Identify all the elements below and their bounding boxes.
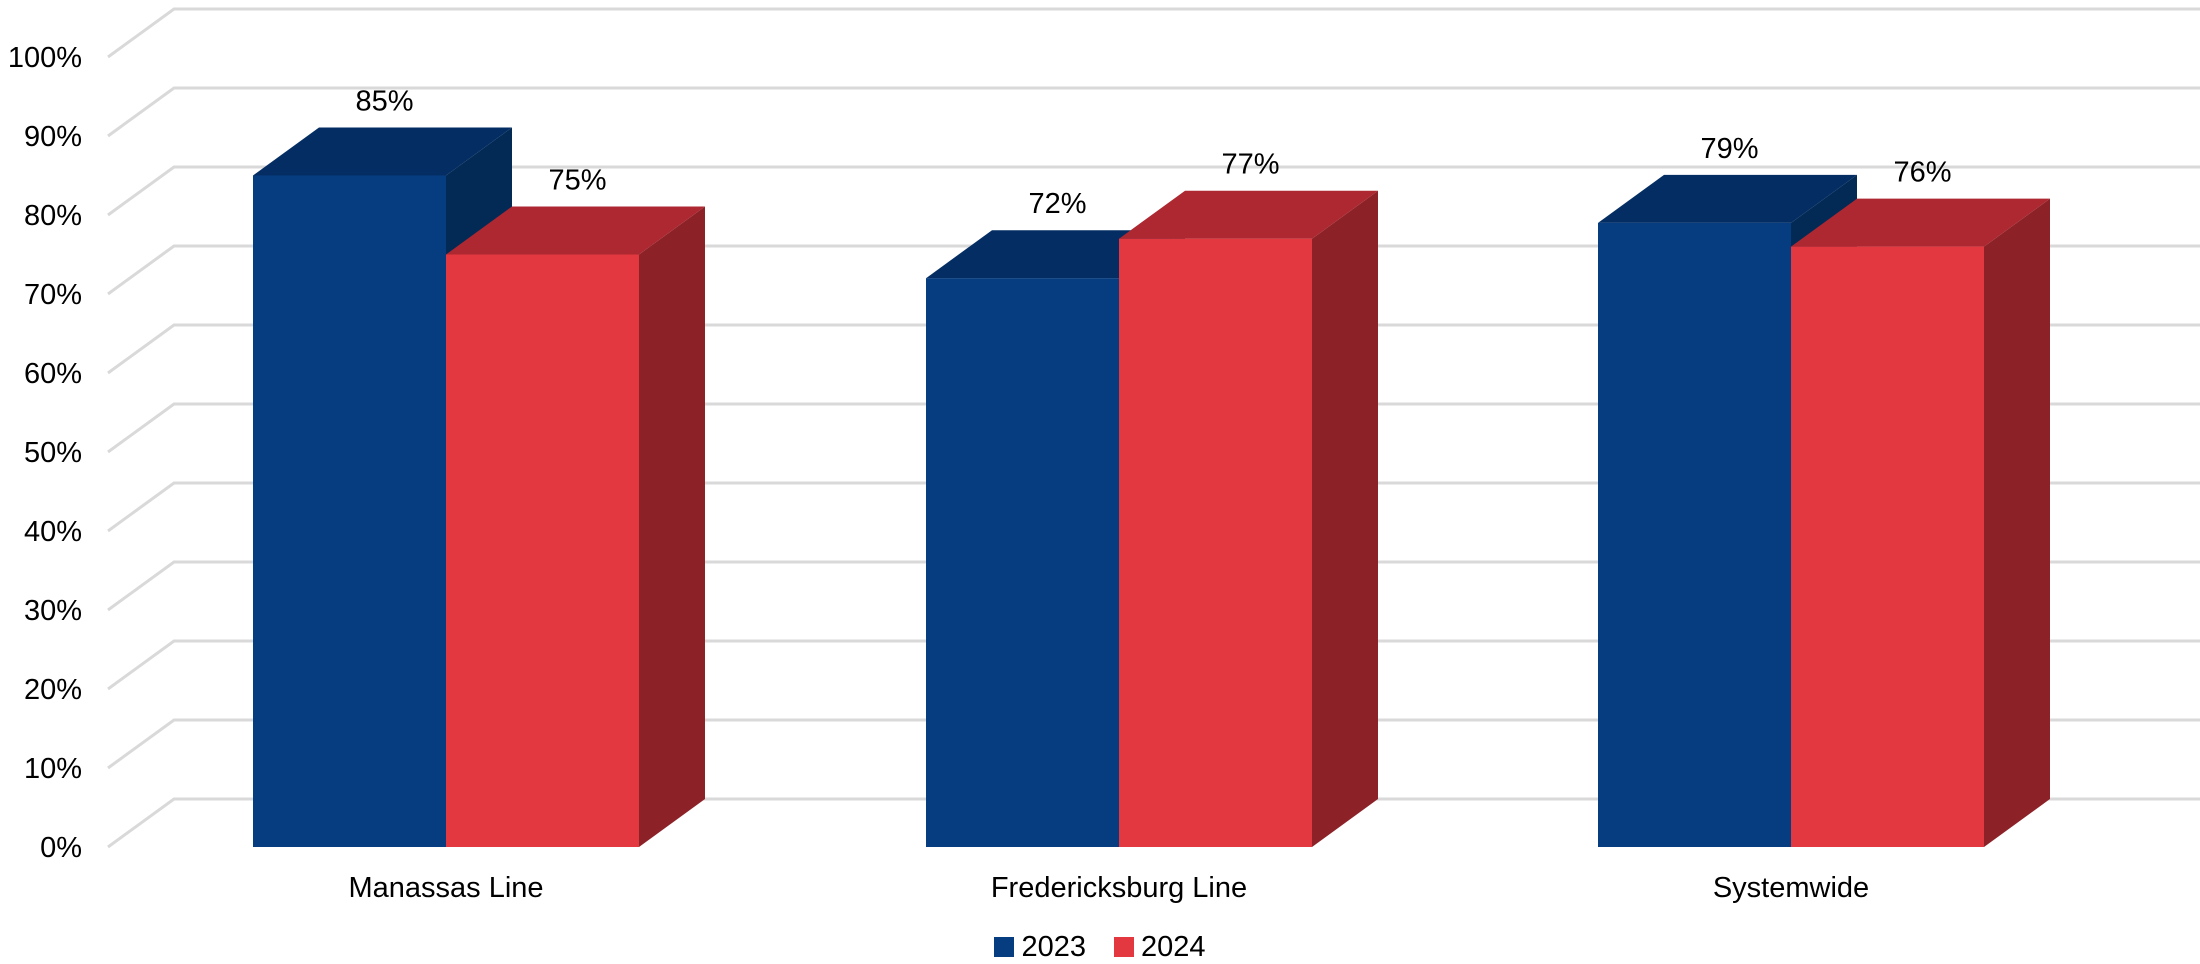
gridline xyxy=(107,718,2200,770)
data-label: 72% xyxy=(1028,188,1086,220)
y-tick-label: 60% xyxy=(24,358,82,390)
bar-top-2024 xyxy=(1119,190,1378,239)
category-label: Systemwide xyxy=(1713,872,1869,904)
y-tick-label: 40% xyxy=(24,516,82,548)
bar-chart: 0% 10% 20% 30% 40% 50% 60% 70% 80% 90% 100% 85% 75% M… xyxy=(8,7,2200,904)
y-tick-label: 20% xyxy=(24,674,82,706)
legend-swatch xyxy=(1114,937,1134,957)
bar-2023 xyxy=(926,278,1119,847)
y-tick-label: 30% xyxy=(24,595,82,627)
gridline xyxy=(107,165,2200,217)
gridline xyxy=(107,639,2200,691)
legend-label: 2024 xyxy=(1141,930,1206,963)
legend: 2023 2024 xyxy=(0,930,2200,964)
bar-side-2024 xyxy=(1984,198,2050,848)
bar-2024 xyxy=(1791,246,1984,848)
bar-side-2024 xyxy=(639,206,705,847)
y-tick-label: 90% xyxy=(24,121,82,153)
data-label: 79% xyxy=(1700,133,1758,165)
legend-label: 2023 xyxy=(1021,930,1086,963)
gridline xyxy=(107,7,2200,59)
data-label: 76% xyxy=(1893,157,1951,189)
y-tick-label: 70% xyxy=(24,279,82,311)
y-tick-label: 50% xyxy=(24,437,82,469)
gridline xyxy=(107,402,2200,454)
bar-top-2024 xyxy=(1791,198,2050,247)
bar-top-2023 xyxy=(1598,174,1857,223)
data-label: 77% xyxy=(1221,149,1279,181)
bar-top-2024 xyxy=(446,206,705,255)
bar-side-2024 xyxy=(1312,190,1378,847)
gridline xyxy=(107,86,2200,138)
y-tick-label: 80% xyxy=(24,200,82,232)
legend-swatch xyxy=(994,937,1015,957)
legend-item: 2023 xyxy=(994,931,1086,964)
gridline xyxy=(107,323,2200,375)
gridline xyxy=(107,481,2200,533)
y-tick-label: 0% xyxy=(40,832,82,864)
data-label: 85% xyxy=(355,86,413,118)
bar-2023 xyxy=(1598,222,1791,847)
data-label: 75% xyxy=(548,165,606,197)
bar-top-2023 xyxy=(253,127,512,176)
y-tick-label: 100% xyxy=(8,42,82,74)
bar-2024 xyxy=(446,254,639,847)
bar-2023 xyxy=(253,175,446,847)
legend-item: 2024 xyxy=(1114,931,1206,964)
y-tick-label: 10% xyxy=(24,753,82,785)
category-label: Fredericksburg Line xyxy=(991,872,1247,904)
gridline xyxy=(107,797,2200,849)
gridline xyxy=(107,244,2200,296)
bar-2024 xyxy=(1119,238,1312,847)
gridline xyxy=(107,560,2200,612)
category-label: Manassas Line xyxy=(348,872,543,904)
